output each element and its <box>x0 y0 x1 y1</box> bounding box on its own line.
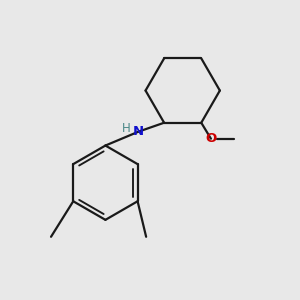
Text: O: O <box>205 132 217 145</box>
Text: N: N <box>133 125 144 138</box>
Text: H: H <box>122 122 130 134</box>
